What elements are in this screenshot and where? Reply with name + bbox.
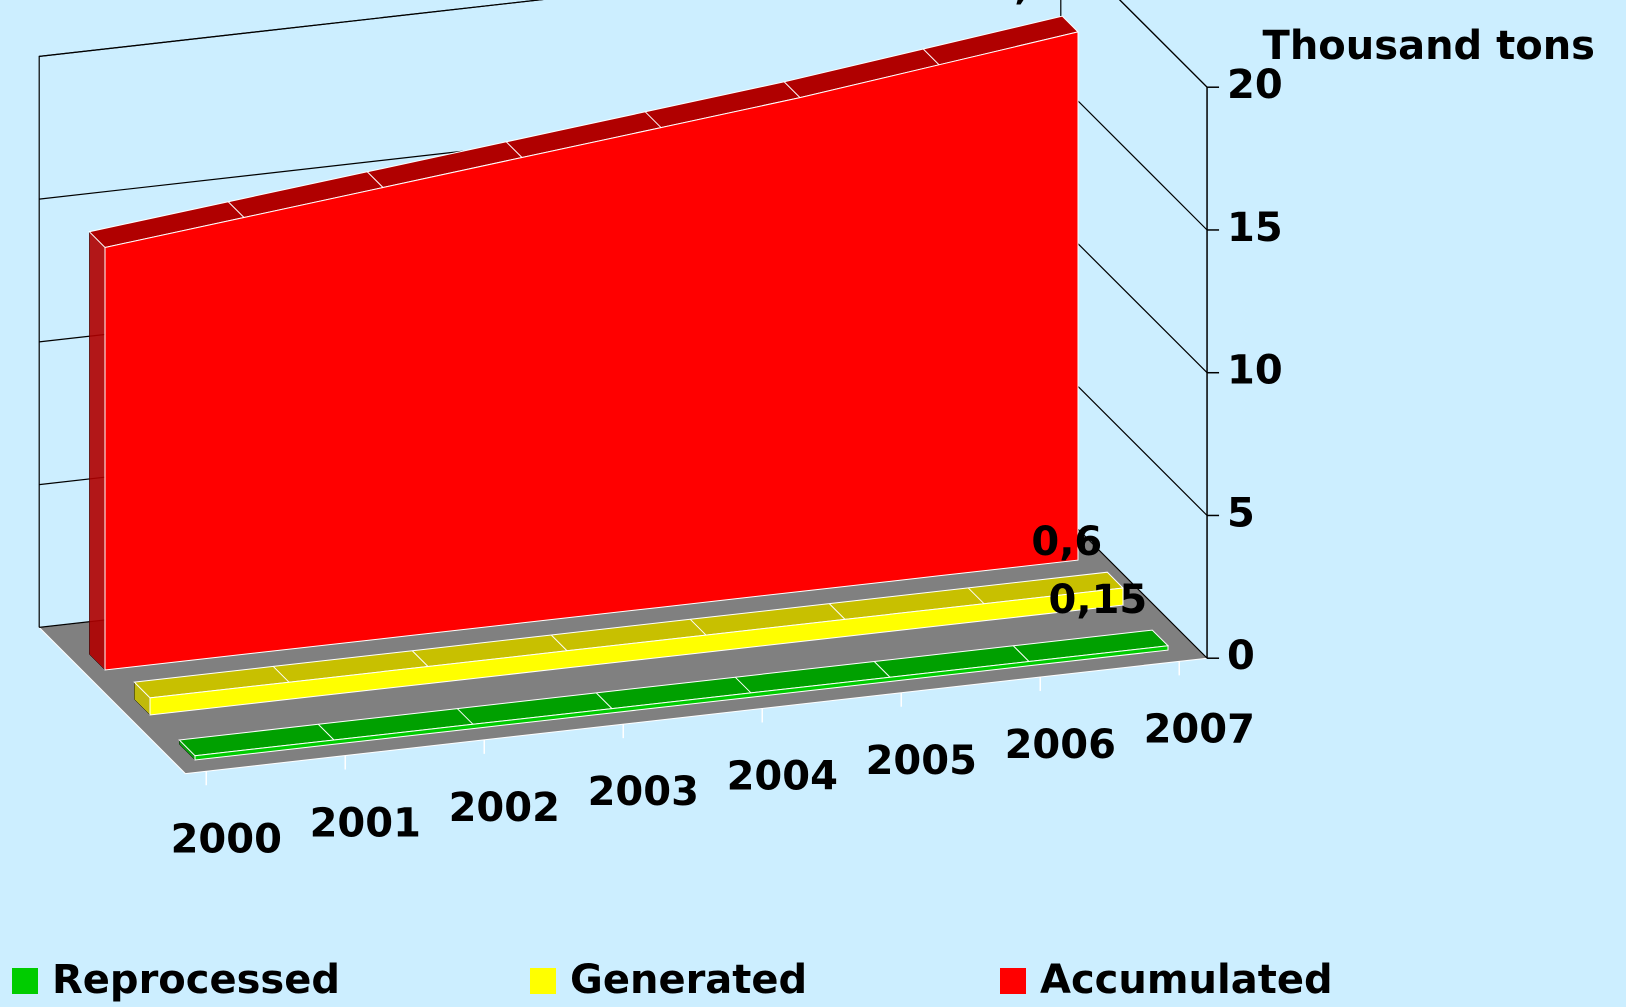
- y-tick-label: 15: [1227, 205, 1283, 251]
- y-tick-label: 20: [1227, 62, 1283, 108]
- data-label: 0,15: [1049, 577, 1148, 623]
- legend-label: Accumulated: [1040, 957, 1333, 1003]
- y-tick-label: 10: [1227, 348, 1283, 394]
- area-side: [89, 231, 106, 671]
- area-top-seam: [317, 723, 335, 741]
- x-tick-label: 2004: [727, 753, 838, 799]
- x-tick-label: 2003: [588, 769, 699, 815]
- y-tick-label: 0: [1227, 633, 1255, 679]
- x-tick-label: 2002: [449, 785, 560, 831]
- area-top-seam: [456, 708, 474, 725]
- area-top-seam: [783, 81, 801, 98]
- area-top-seam: [967, 587, 985, 605]
- area-top-seam: [644, 111, 662, 128]
- x-tick-label: 2007: [1144, 706, 1255, 752]
- legend-swatch: [12, 968, 38, 994]
- area-top-seam: [828, 603, 846, 620]
- area-top-seam: [366, 171, 384, 188]
- data-label: 18,5: [959, 0, 1058, 9]
- area-top-seam: [550, 634, 568, 652]
- area-top-seam: [922, 48, 940, 66]
- area-top-seam: [873, 661, 891, 678]
- legend-label: Generated: [570, 957, 807, 1003]
- y-tick-label: 5: [1227, 490, 1255, 536]
- area: [149, 587, 1124, 716]
- area-top-seam: [227, 201, 245, 218]
- area-top-seam: [689, 618, 707, 636]
- area-top-seam: [1012, 645, 1030, 662]
- x-tick-label: 2005: [866, 738, 977, 784]
- x-tick-label: 2000: [171, 816, 282, 862]
- area: [194, 645, 1169, 761]
- x-tick-label: 2001: [310, 801, 421, 847]
- y-axis-title: Thousand tons: [1263, 23, 1595, 69]
- x-tick-label: 2006: [1005, 722, 1116, 768]
- area: [104, 31, 1079, 671]
- legend-swatch: [1000, 968, 1026, 994]
- area-top-seam: [595, 692, 613, 709]
- grid-line: [39, 0, 1208, 88]
- area-top-seam: [505, 141, 523, 158]
- legend-label: Reprocessed: [52, 957, 340, 1003]
- area-top-seam: [272, 666, 290, 683]
- area-top-seam: [411, 650, 429, 667]
- data-label: 0,6: [1031, 519, 1102, 565]
- area-top-seam: [734, 676, 752, 694]
- legend-swatch: [530, 968, 556, 994]
